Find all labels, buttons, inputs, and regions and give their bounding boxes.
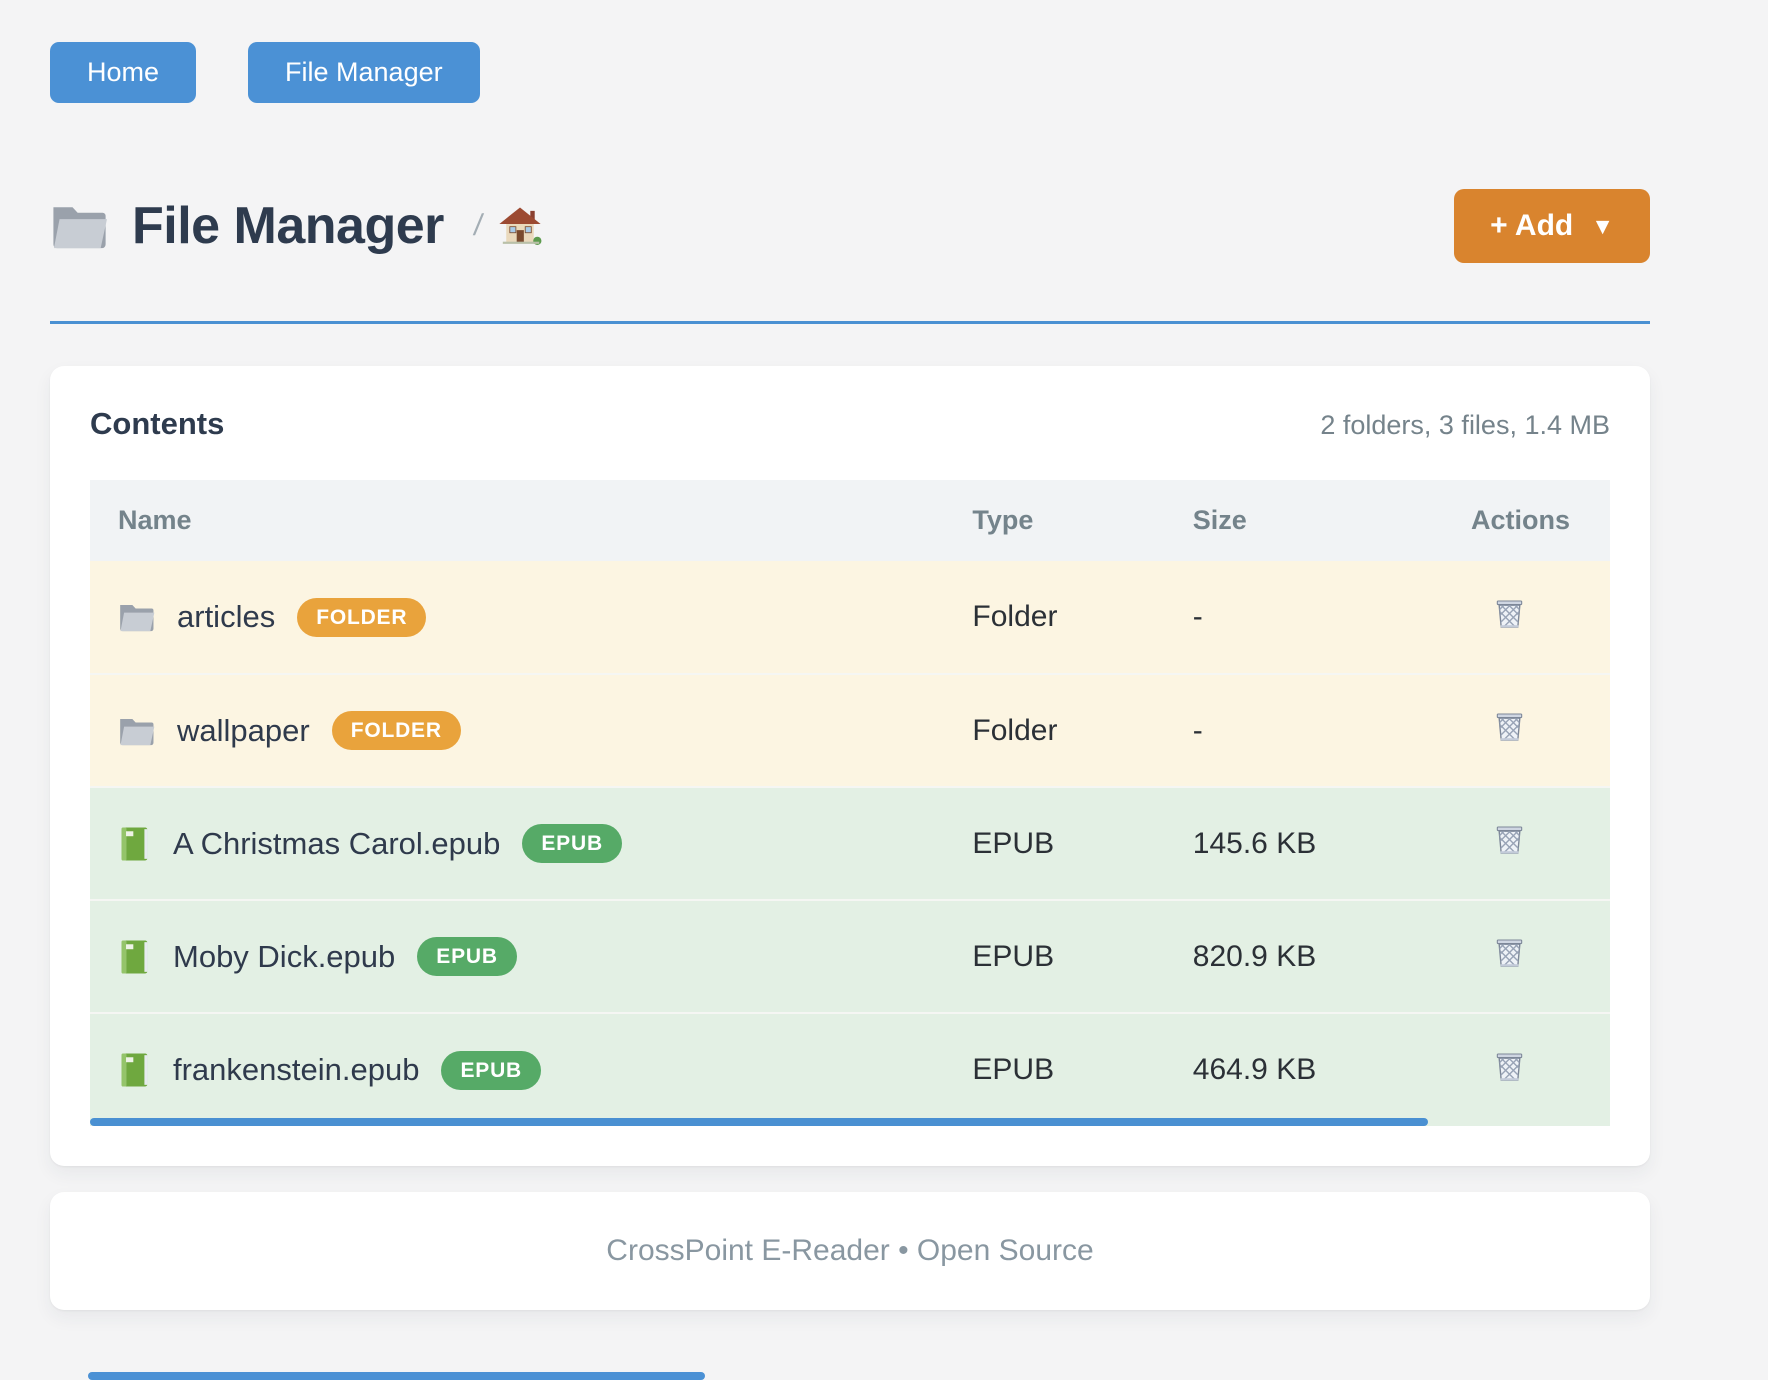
file-name-cell: frankenstein.epub EPUB xyxy=(118,1050,940,1090)
table-row[interactable]: Moby Dick.epub EPUB EPUB 820.9 KB xyxy=(90,899,1610,1013)
trash-icon xyxy=(1491,595,1528,632)
delete-button[interactable] xyxy=(1491,821,1528,861)
file-type: EPUB xyxy=(956,1012,1177,1126)
file-type-badge: EPUB xyxy=(441,1050,542,1090)
file-name-cell: Moby Dick.epub EPUB xyxy=(118,937,940,976)
trash-icon xyxy=(1491,708,1528,745)
table-scrollbar-thumb[interactable] xyxy=(90,1118,1428,1126)
page-scrollbar-thumb[interactable] xyxy=(88,1372,705,1380)
file-size: - xyxy=(1176,561,1455,674)
page: Home File Manager File Manager / xyxy=(50,0,1650,1310)
column-header-name: Name xyxy=(90,480,957,561)
title-group: File Manager / xyxy=(50,196,542,256)
column-header-type: Type xyxy=(956,480,1177,561)
file-name-cell: A Christmas Carol.epub EPUB xyxy=(118,824,940,863)
delete-button[interactable] xyxy=(1491,708,1528,748)
top-nav: Home File Manager xyxy=(50,42,1650,103)
file-table: Name Type Size Actions articles FOLDER F… xyxy=(90,480,1610,1126)
file-type: Folder xyxy=(956,561,1177,674)
file-name: articles xyxy=(177,599,276,634)
contents-card: Contents 2 folders, 3 files, 1.4 MB Name… xyxy=(50,366,1650,1166)
file-type: EPUB xyxy=(956,786,1177,900)
folder-icon xyxy=(50,200,108,252)
add-button-label: + Add xyxy=(1490,209,1574,242)
file-type-badge: EPUB xyxy=(522,824,622,863)
book-icon xyxy=(118,1051,151,1089)
add-button[interactable]: + Add ▼ xyxy=(1454,189,1650,263)
caret-down-icon: ▼ xyxy=(1591,212,1614,239)
file-name: wallpaper xyxy=(177,712,310,748)
column-header-size: Size xyxy=(1176,480,1455,561)
nav-file-manager-button[interactable]: File Manager xyxy=(248,42,480,103)
contents-title: Contents xyxy=(90,406,225,441)
file-name: A Christmas Carol.epub xyxy=(173,825,501,861)
file-name-cell: wallpaper FOLDER xyxy=(118,711,940,750)
contents-summary: 2 folders, 3 files, 1.4 MB xyxy=(1320,410,1610,440)
page-title: File Manager xyxy=(132,197,444,255)
nav-home-button[interactable]: Home xyxy=(50,42,197,103)
delete-button[interactable] xyxy=(1491,595,1528,635)
delete-button[interactable] xyxy=(1491,934,1528,974)
file-type-badge: FOLDER xyxy=(331,711,461,750)
trash-icon xyxy=(1491,821,1528,858)
delete-button[interactable] xyxy=(1491,1048,1528,1088)
file-name-cell: articles FOLDER xyxy=(118,597,940,637)
file-size: - xyxy=(1176,673,1455,787)
footer-text: CrossPoint E-Reader • Open Source xyxy=(606,1234,1094,1267)
file-type-badge: EPUB xyxy=(417,937,517,976)
file-name: frankenstein.epub xyxy=(173,1052,420,1087)
title-underline xyxy=(50,321,1650,324)
trash-icon xyxy=(1491,934,1528,971)
table-row[interactable]: A Christmas Carol.epub EPUB EPUB 145.6 K… xyxy=(90,786,1610,900)
trash-icon xyxy=(1491,1048,1528,1085)
table-row[interactable]: articles FOLDER Folder - xyxy=(90,561,1610,674)
table-row[interactable]: wallpaper FOLDER Folder - xyxy=(90,673,1610,787)
book-icon xyxy=(118,825,151,863)
table-header-row: Name Type Size Actions xyxy=(90,480,1610,561)
home-icon[interactable] xyxy=(498,204,542,248)
file-size: 464.9 KB xyxy=(1176,1012,1455,1126)
column-header-actions: Actions xyxy=(1454,480,1610,561)
file-type: EPUB xyxy=(956,899,1177,1013)
file-size: 820.9 KB xyxy=(1176,899,1455,1013)
file-size: 145.6 KB xyxy=(1176,786,1455,900)
folder-icon xyxy=(118,714,155,748)
file-type: Folder xyxy=(956,673,1177,787)
book-icon xyxy=(118,938,151,976)
footer: CrossPoint E-Reader • Open Source xyxy=(50,1192,1650,1310)
page-header: File Manager / + Add ▼ xyxy=(50,189,1650,263)
table-row[interactable]: frankenstein.epub EPUB EPUB 464.9 KB xyxy=(90,1012,1610,1126)
file-type-badge: FOLDER xyxy=(297,597,427,637)
contents-header: Contents 2 folders, 3 files, 1.4 MB xyxy=(90,406,1610,442)
folder-icon xyxy=(118,600,155,634)
breadcrumb-separator: / xyxy=(471,209,485,242)
file-name: Moby Dick.epub xyxy=(173,938,396,974)
